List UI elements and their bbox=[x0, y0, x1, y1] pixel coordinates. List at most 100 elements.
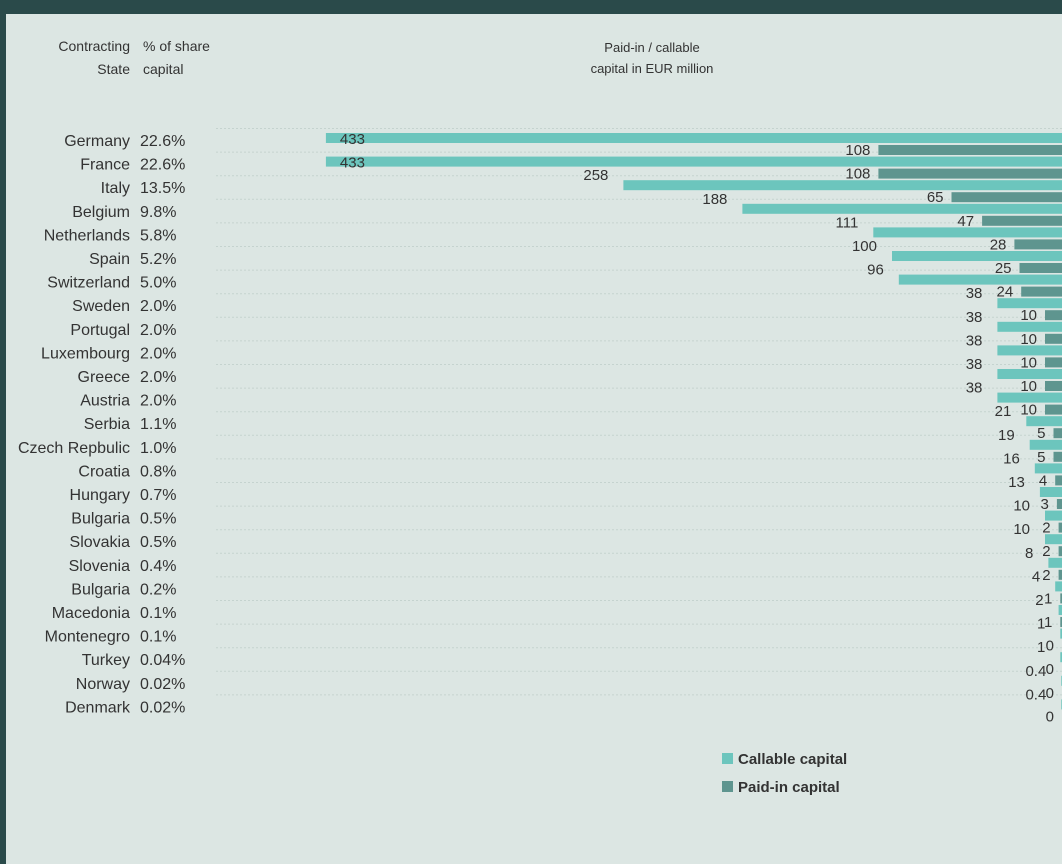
paidin-bar bbox=[1019, 263, 1062, 273]
callable-bar bbox=[1060, 628, 1062, 639]
paidin-value-label: 10 bbox=[1020, 354, 1037, 371]
callable-value-label: 13 bbox=[1008, 474, 1025, 491]
paidin-bar bbox=[1014, 239, 1062, 250]
country-label: Sweden bbox=[72, 298, 130, 315]
callable-value-label: 2 bbox=[1035, 592, 1043, 609]
country-label: Czech Repbulic bbox=[18, 440, 130, 457]
paidin-bar bbox=[1045, 381, 1062, 391]
paidin-value-label: 0 bbox=[1046, 661, 1054, 678]
share-label: 0.04% bbox=[140, 652, 185, 669]
callable-value-label: 38 bbox=[966, 309, 983, 326]
callable-bar bbox=[997, 392, 1062, 403]
callable-value-label: 16 bbox=[1003, 450, 1020, 467]
legend-paidin-label: Paid-in capital bbox=[738, 779, 840, 796]
paidin-value-label: 10 bbox=[1020, 378, 1037, 395]
paidin-value-label: 3 bbox=[1041, 496, 1049, 513]
share-label: 5.0% bbox=[140, 275, 176, 292]
callable-bar bbox=[997, 345, 1062, 356]
country-label: Belgium bbox=[72, 204, 130, 221]
country-label: Spain bbox=[89, 251, 130, 268]
share-label: 0.5% bbox=[140, 534, 176, 551]
share-label: 22.6% bbox=[140, 133, 185, 150]
callable-bar bbox=[1029, 439, 1062, 450]
share-header-line1: % of share bbox=[143, 38, 210, 54]
country-label: Montenegro bbox=[45, 629, 130, 646]
paidin-value-label: 47 bbox=[957, 213, 974, 230]
callable-value-label: 100 bbox=[852, 238, 877, 255]
share-label: 9.8% bbox=[140, 204, 176, 221]
paidin-bar bbox=[982, 215, 1062, 226]
callable-value-label: 0.4 bbox=[1025, 663, 1046, 680]
state-header-line1: Contracting bbox=[58, 38, 130, 54]
share-label: 22.6% bbox=[140, 157, 185, 174]
callable-bar bbox=[623, 180, 1062, 191]
callable-value-label: 19 bbox=[998, 427, 1015, 444]
share-label: 0.1% bbox=[140, 605, 176, 622]
callable-bar bbox=[1039, 487, 1062, 497]
share-label: 13.5% bbox=[140, 180, 185, 197]
paidin-value-label: 25 bbox=[995, 260, 1012, 277]
paidin-bar bbox=[1058, 546, 1062, 557]
share-label: 5.8% bbox=[140, 227, 176, 244]
chart-title-line1: Paid-in / callable bbox=[604, 40, 699, 55]
callable-bar bbox=[898, 274, 1062, 285]
country-label: France bbox=[80, 157, 130, 174]
paidin-value-label: 5 bbox=[1037, 425, 1045, 442]
capital-chart: Contracting State % of share capital Pai… bbox=[18, 38, 1062, 796]
paidin-bar bbox=[1060, 617, 1062, 627]
share-label: 2.0% bbox=[140, 298, 176, 315]
paidin-value-label: 0 bbox=[1046, 708, 1054, 725]
country-label: Netherlands bbox=[44, 227, 130, 244]
paidin-bar bbox=[1045, 404, 1062, 415]
callable-bar bbox=[1048, 557, 1062, 568]
paidin-value-label: 10 bbox=[1020, 307, 1037, 324]
callable-value-label: 10 bbox=[1013, 521, 1030, 538]
paidin-bar bbox=[1058, 569, 1062, 580]
callable-bar bbox=[1060, 652, 1062, 663]
callable-bar bbox=[997, 298, 1062, 309]
share-label: 0.2% bbox=[140, 581, 176, 598]
paidin-value-label: 10 bbox=[1020, 331, 1037, 348]
callable-bar bbox=[997, 321, 1062, 332]
callable-value-label: 188 bbox=[702, 191, 727, 208]
callable-value-label: 38 bbox=[966, 285, 983, 302]
paidin-value-label: 2 bbox=[1042, 567, 1050, 584]
share-label: 2.0% bbox=[140, 369, 176, 386]
paidin-value-label: 28 bbox=[990, 236, 1007, 253]
callable-value-label: 111 bbox=[835, 214, 858, 231]
country-label: Slovenia bbox=[69, 558, 130, 575]
paidin-value-label: 4 bbox=[1039, 472, 1047, 489]
callable-value-label: 258 bbox=[583, 167, 608, 184]
share-label: 2.0% bbox=[140, 393, 176, 410]
country-label: Switzerland bbox=[47, 275, 130, 292]
callable-value-label: 38 bbox=[966, 356, 983, 373]
country-label: Bulgaria bbox=[71, 511, 130, 528]
share-label: 1.0% bbox=[140, 440, 176, 457]
callable-value-label: 433 bbox=[340, 131, 365, 148]
country-label: Italy bbox=[101, 180, 130, 197]
paidin-bar bbox=[878, 145, 1062, 155]
country-label: Serbia bbox=[84, 416, 130, 433]
callable-bar bbox=[892, 251, 1062, 261]
country-label: Croatia bbox=[78, 463, 130, 480]
callable-bar bbox=[1034, 463, 1062, 474]
country-label: Luxembourg bbox=[41, 345, 130, 362]
country-label: Denmark bbox=[65, 699, 131, 716]
share-label: 1.1% bbox=[140, 416, 176, 433]
paidin-bar bbox=[1021, 286, 1062, 297]
share-label: 0.02% bbox=[140, 676, 185, 693]
paidin-bar bbox=[1056, 499, 1062, 509]
paidin-value-label: 0 bbox=[1046, 685, 1054, 702]
state-header-line2: State bbox=[97, 61, 130, 77]
legend-callable-swatch bbox=[722, 753, 733, 764]
callable-bar bbox=[873, 227, 1062, 238]
country-label: Hungary bbox=[70, 487, 130, 504]
country-label: Portugal bbox=[70, 322, 130, 339]
callable-bar bbox=[997, 369, 1062, 379]
callable-value-label: 1 bbox=[1037, 639, 1045, 656]
paidin-value-label: 108 bbox=[845, 142, 870, 159]
paidin-value-label: 1 bbox=[1044, 590, 1052, 607]
callable-value-label: 4 bbox=[1032, 568, 1040, 585]
country-label: Bulgaria bbox=[71, 581, 130, 598]
paidin-value-label: 10 bbox=[1020, 402, 1037, 419]
